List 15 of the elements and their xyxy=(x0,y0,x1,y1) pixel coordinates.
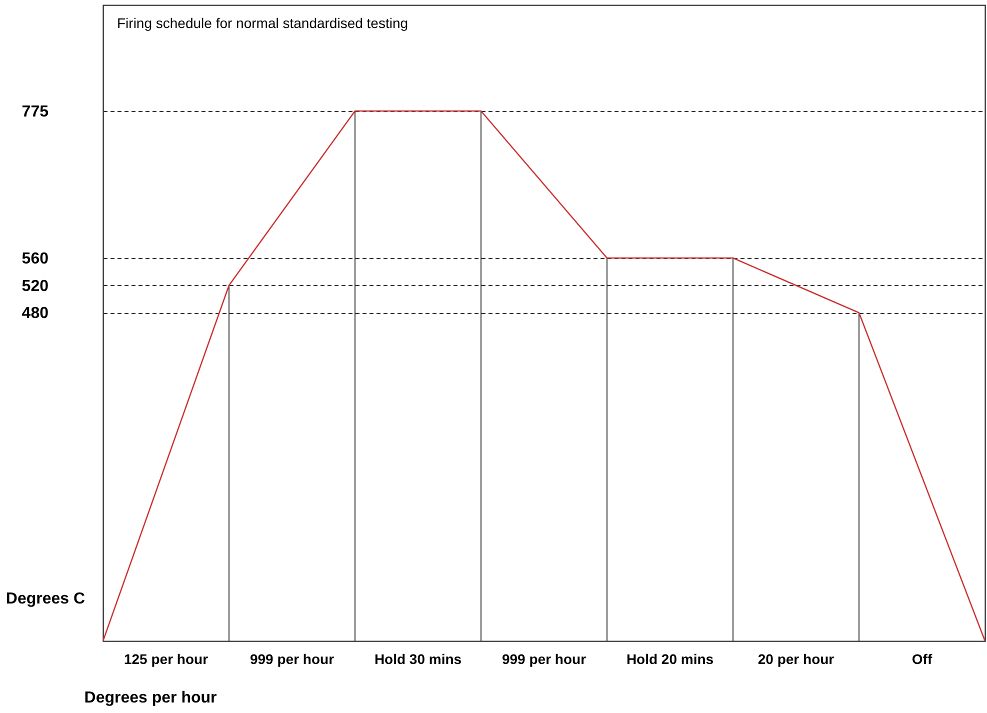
x-axis-title: Degrees per hour xyxy=(84,690,217,706)
y-axis-title: Degrees C xyxy=(6,590,86,608)
y-tick-label: 520 xyxy=(22,278,49,295)
text: Off xyxy=(912,651,932,667)
text: Firing schedule for normal standardised testing xyxy=(117,15,408,31)
text: Hold 20 mins xyxy=(626,651,714,667)
text: 999 per hour xyxy=(250,651,335,667)
y-tick-label: 480 xyxy=(22,305,49,322)
text: 20 per hour xyxy=(758,651,835,667)
text: 999 per hour xyxy=(502,651,587,667)
text: Hold 30 mins xyxy=(374,651,462,667)
text: 125 per hour xyxy=(124,651,209,667)
line-series xyxy=(102,110,986,642)
y-tick-label: 560 xyxy=(22,250,49,268)
y-tick-label: 775 xyxy=(22,104,49,120)
